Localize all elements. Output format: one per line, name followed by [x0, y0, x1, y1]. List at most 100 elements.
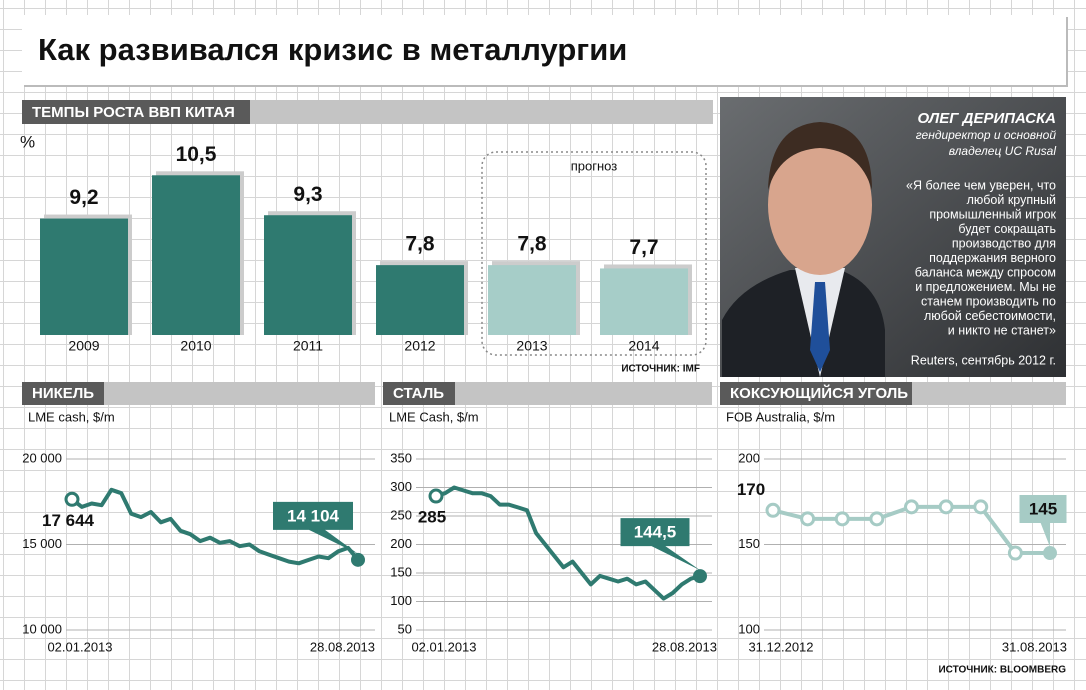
- x-tick-label: 28.08.2013: [310, 639, 375, 654]
- y-tick-label: 10 000: [22, 621, 62, 636]
- quote-line: и никто не станет»: [948, 323, 1056, 337]
- y-tick-label: 100: [738, 621, 760, 636]
- x-tick-label: 28.08.2013: [652, 639, 717, 654]
- quote-line: «Я более чем уверен, что: [906, 178, 1056, 192]
- source: ИСТОЧНИК: IMF: [621, 364, 700, 375]
- page-title: Как развивался кризис в металлургии: [38, 32, 627, 67]
- y-tick-label: 350: [390, 450, 412, 465]
- y-tick-label: 100: [390, 593, 412, 608]
- photo-suit: [722, 270, 885, 377]
- bar: [488, 265, 576, 335]
- section-label-box: [383, 382, 455, 405]
- point: [938, 499, 954, 515]
- x-tick-label: 31.12.2012: [748, 639, 813, 654]
- point: [904, 499, 919, 515]
- x-tick-label: 2011: [293, 338, 323, 354]
- y-tick-label: 250: [390, 507, 412, 522]
- axis-subtitle: FOB Australia, $/m: [726, 409, 835, 424]
- y-tick-label: 200: [738, 450, 760, 465]
- title-box: [22, 15, 1066, 85]
- callout-box: [620, 518, 700, 571]
- start-point: [428, 488, 444, 504]
- x-tick-label: 2013: [516, 338, 547, 354]
- quote-line: поддержания верного: [929, 251, 1056, 265]
- section-band: [22, 382, 375, 405]
- y-tick-label: 300: [390, 479, 412, 494]
- x-tick-label: 2014: [628, 338, 659, 354]
- axis-subtitle: LME Cash, $/m: [389, 409, 479, 424]
- bar: [376, 265, 464, 335]
- bar-value-label: 7,8: [517, 233, 547, 256]
- photo-hair: [768, 122, 872, 190]
- start-value-label: 170: [737, 480, 765, 499]
- start-value-label: 285: [418, 508, 446, 527]
- bar: [40, 218, 128, 335]
- profile-panel: [720, 97, 1066, 377]
- end-point: [1043, 546, 1057, 561]
- section-title: СТАЛЬ: [393, 385, 444, 402]
- section-title: КОКСУЮЩИЙСЯ УГОЛЬ: [730, 384, 908, 402]
- x-tick-label: 31.08.2013: [1002, 639, 1067, 654]
- person-role: владелец UC Rusal: [949, 144, 1057, 158]
- quote-source: Reuters, сентябрь 2012 г.: [911, 353, 1056, 367]
- start-point: [64, 491, 80, 507]
- quote-line: любой себестоимости,: [924, 309, 1056, 323]
- end-value-label: 14 104: [287, 506, 340, 525]
- source: ИСТОЧНИК: BLOOMBERG: [938, 665, 1066, 676]
- line: [435, 485, 701, 601]
- callout-box: [1019, 495, 1067, 548]
- photo-face: [768, 135, 872, 275]
- person-role: гендиректор и основной: [916, 128, 1057, 142]
- y-tick-label: 15 000: [22, 536, 62, 551]
- y-tick-label: 150: [390, 564, 412, 579]
- forecast-label: прогноз: [571, 158, 618, 173]
- y-tick-label: 20 000: [22, 450, 62, 465]
- point: [869, 511, 885, 527]
- bar: [152, 175, 240, 335]
- section-label-box: [22, 382, 104, 405]
- section-label-box: [720, 382, 912, 405]
- y-unit: %: [20, 132, 35, 151]
- start-value-label: 17 644: [42, 511, 95, 530]
- quote-line: будет сокращать: [958, 222, 1056, 236]
- point: [1007, 545, 1023, 561]
- x-tick-label: 02.01.2013: [411, 639, 476, 654]
- photo-tie: [810, 282, 830, 372]
- quote-line: производство для: [952, 236, 1056, 250]
- end-point: [351, 552, 365, 567]
- callout-box: [273, 501, 358, 554]
- y-tick-label: 200: [390, 536, 412, 551]
- section-title: НИКЕЛЬ: [32, 385, 94, 402]
- quote-line: и предложением. Мы не: [915, 280, 1056, 294]
- start-point: [765, 502, 781, 518]
- bar-value-label: 9,2: [69, 186, 98, 209]
- end-point: [693, 569, 707, 584]
- section-title: ТЕМПЫ РОСТА ВВП КИТАЯ: [32, 104, 235, 121]
- x-tick-label: 2009: [68, 338, 99, 354]
- x-tick-label: 02.01.2013: [47, 639, 112, 654]
- x-tick-label: 2012: [404, 338, 435, 354]
- section-label-box: [22, 100, 250, 124]
- quote-line: баланса между спросом: [915, 265, 1056, 279]
- bar-value-label: 7,8: [405, 233, 435, 256]
- quote-line: промышленный игрок: [929, 207, 1056, 221]
- quote-line: станем производить по: [921, 294, 1056, 308]
- forecast-box: [481, 151, 707, 356]
- bar-value-label: 7,7: [629, 236, 658, 259]
- bar-value-label: 9,3: [293, 183, 322, 206]
- end-value-label: 144,5: [634, 523, 677, 542]
- y-tick-label: 50: [398, 621, 412, 636]
- section-band: [383, 382, 712, 405]
- bar: [264, 215, 352, 335]
- point: [834, 511, 850, 527]
- y-tick-label: 150: [738, 536, 760, 551]
- axis-subtitle: LME cash, $/m: [28, 409, 115, 424]
- line: [70, 487, 360, 566]
- quote-line: любой крупный: [967, 193, 1056, 207]
- end-value-label: 145: [1029, 500, 1057, 519]
- bar: [600, 268, 688, 335]
- point: [973, 499, 989, 515]
- x-tick-label: 2010: [180, 338, 211, 354]
